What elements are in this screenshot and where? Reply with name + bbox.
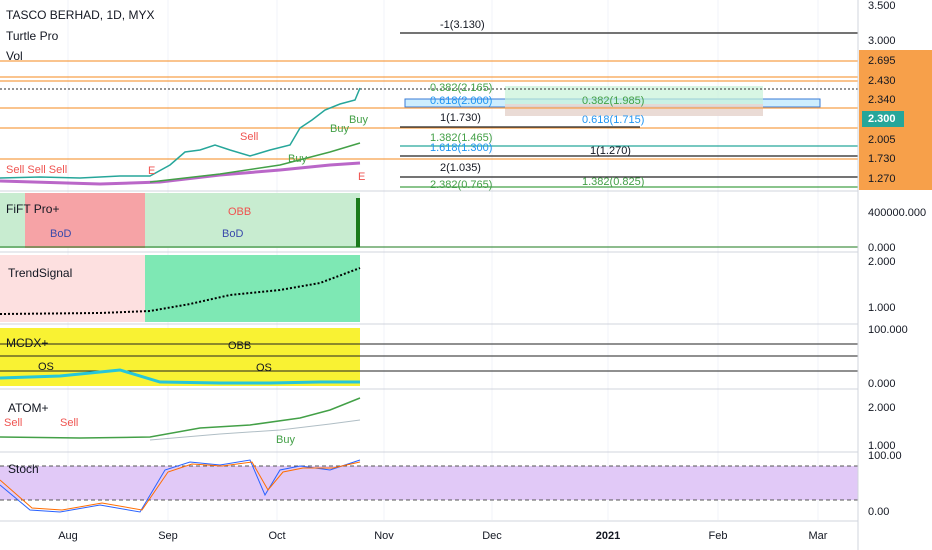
fib-label: 1.618(1.300)	[430, 142, 492, 154]
time-label: Oct	[268, 530, 285, 542]
bg	[25, 193, 145, 248]
fib-label: 0.382(2.165)	[430, 82, 492, 94]
price-label: 2.430	[868, 75, 896, 87]
atom-line	[0, 397, 361, 439]
axis-label: 1.000	[868, 440, 896, 452]
axis-label: 0.00	[868, 506, 889, 518]
axis-label: 1.000	[868, 302, 896, 314]
trend-line	[0, 267, 361, 315]
signal: Buy	[349, 114, 368, 126]
fib-label: 2.382(0.765)	[430, 179, 492, 191]
bg	[145, 255, 360, 322]
signal: Sell	[240, 131, 258, 143]
pane-title: FiFT Pro+	[6, 202, 59, 216]
pane-title: TrendSignal	[8, 266, 72, 280]
pane-label: OBB	[228, 206, 251, 218]
price-label: 3.000	[868, 35, 896, 47]
volume: Vol	[6, 49, 23, 63]
signal: Buy	[288, 153, 307, 165]
axis-label: 2.000	[868, 256, 896, 268]
bg	[145, 193, 360, 248]
pane-title: ATOM+	[8, 401, 49, 415]
axis-label: 100.000	[868, 324, 908, 336]
fib-label: 2(1.035)	[440, 162, 481, 174]
fib-label: 0.618(2.000)	[430, 95, 492, 107]
pane-label: Sell	[4, 417, 22, 429]
fib-label: 1.382(1.465)	[430, 132, 492, 144]
price-label: 1.730	[868, 153, 896, 165]
signal: E	[358, 171, 365, 183]
bg	[0, 193, 25, 248]
price-tag	[862, 111, 904, 127]
price-label: 3.500	[868, 0, 896, 12]
fib-label: -1(3.130)	[440, 19, 485, 31]
stoch-line	[0, 459, 361, 513]
pane-label: OBB	[228, 340, 251, 352]
time-label: Sep	[158, 530, 178, 542]
price-label: 2.695	[868, 55, 896, 67]
mcdx-line	[0, 368, 360, 385]
pane-label: BoD	[50, 228, 71, 240]
price-label: 2.300	[868, 113, 896, 125]
time-label: 2021	[596, 530, 620, 542]
axis-label: 0.000	[868, 378, 896, 390]
price-line	[0, 87, 361, 179]
pane-label: OS	[38, 361, 54, 373]
signal: E	[148, 165, 155, 177]
axis-label: 0.000	[868, 242, 896, 254]
pane-label: OS	[256, 362, 272, 374]
stoch-band	[0, 466, 858, 500]
fib-label: 1(1.270)	[590, 145, 631, 157]
fib-label: 0.618(1.715)	[582, 114, 644, 126]
time-label: Aug	[58, 530, 78, 542]
stoch-signal	[0, 461, 361, 511]
price-label: 2.005	[868, 134, 896, 146]
fib-label: 1.382(0.825)	[582, 176, 644, 188]
fib-zone-red	[505, 104, 763, 116]
fib-label: 1(1.730)	[440, 112, 481, 124]
time-label: Nov	[374, 530, 394, 542]
levels	[0, 32, 858, 188]
pane-title: Stoch	[8, 462, 39, 476]
bg	[0, 255, 145, 322]
price-label: 2.340	[868, 94, 896, 106]
title: TASCO BERHAD, 1D, MYX	[6, 8, 154, 22]
time-label: Mar	[809, 530, 828, 542]
bar	[356, 198, 360, 247]
signal: Buy	[330, 123, 349, 135]
time-label: Dec	[482, 530, 502, 542]
pane-label: Buy	[276, 434, 295, 446]
ma-line-2	[149, 142, 361, 183]
price-label: 1.270	[868, 173, 896, 185]
axis-label: 400000.000	[868, 207, 926, 219]
pane-title: MCDX+	[6, 336, 48, 350]
time-label: Feb	[709, 530, 728, 542]
pane-label: Sell	[60, 417, 78, 429]
axis-label: 2.000	[868, 402, 896, 414]
axis-label: 100.00	[868, 450, 902, 462]
atom-band	[149, 419, 361, 441]
ma-line	[0, 161, 361, 186]
indicator: Turtle Pro	[6, 29, 59, 43]
signal: Sell Sell Sell	[6, 164, 67, 176]
fib-label: 0.382(1.985)	[582, 95, 644, 107]
pane-label: BoD	[222, 228, 243, 240]
